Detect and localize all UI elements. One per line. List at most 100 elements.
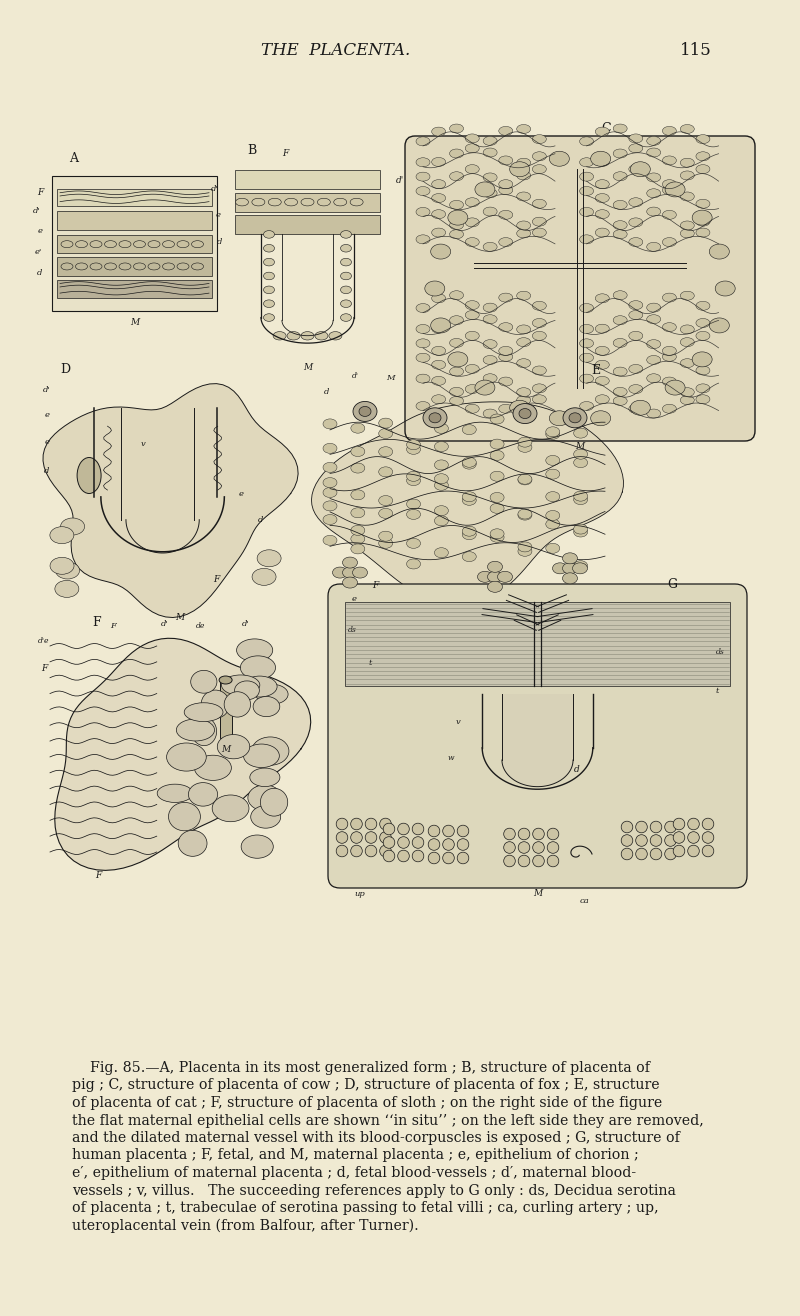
Ellipse shape [243,744,279,767]
Text: Fig. 85.—A, Placenta in its most generalized form ; B, structure of placenta of: Fig. 85.—A, Placenta in its most general… [72,1061,650,1075]
Ellipse shape [546,519,560,529]
Circle shape [383,850,394,862]
Ellipse shape [466,404,479,413]
Text: d'e: d'e [38,637,50,645]
Ellipse shape [61,241,73,247]
Ellipse shape [498,571,513,582]
Ellipse shape [432,395,446,404]
Ellipse shape [595,180,610,188]
Ellipse shape [613,338,627,347]
Ellipse shape [573,563,587,574]
Ellipse shape [546,492,560,501]
Text: t: t [368,659,372,667]
Circle shape [533,842,544,853]
Ellipse shape [629,197,643,207]
Ellipse shape [692,211,712,225]
Ellipse shape [532,318,546,328]
Ellipse shape [341,258,351,266]
Ellipse shape [432,180,446,188]
Text: d: d [258,516,263,525]
Text: v: v [456,719,461,726]
Circle shape [428,825,440,837]
Ellipse shape [301,332,314,340]
Ellipse shape [579,401,594,411]
Circle shape [428,853,440,863]
Ellipse shape [250,805,281,828]
Circle shape [380,845,391,857]
Ellipse shape [613,291,627,300]
Ellipse shape [483,355,497,365]
Ellipse shape [715,282,735,296]
Ellipse shape [696,164,710,174]
Ellipse shape [416,158,430,167]
Ellipse shape [119,263,131,270]
Ellipse shape [517,388,530,396]
Ellipse shape [329,332,342,340]
Ellipse shape [285,199,298,205]
Ellipse shape [359,407,371,416]
Text: of placenta ; t, trabeculae of serotina passing to fetal villi ; ca, curling art: of placenta ; t, trabeculae of serotina … [72,1202,658,1215]
Ellipse shape [498,353,513,362]
Circle shape [336,832,348,844]
Ellipse shape [595,158,610,166]
Circle shape [688,845,699,857]
Ellipse shape [630,400,650,416]
Circle shape [688,832,699,844]
Bar [57,280,212,297]
Ellipse shape [490,532,504,542]
Ellipse shape [351,544,365,554]
Text: d': d' [351,372,358,380]
Ellipse shape [241,834,274,858]
Ellipse shape [646,340,661,349]
Ellipse shape [532,301,546,311]
Ellipse shape [646,188,661,197]
Ellipse shape [646,242,661,251]
Ellipse shape [77,458,101,494]
Ellipse shape [487,582,502,592]
Ellipse shape [323,462,337,472]
Ellipse shape [378,446,393,457]
Ellipse shape [532,332,546,341]
Ellipse shape [490,529,504,538]
Ellipse shape [595,395,610,404]
Ellipse shape [218,734,250,759]
Ellipse shape [406,471,421,482]
Ellipse shape [546,455,560,466]
Ellipse shape [498,186,513,195]
Ellipse shape [692,351,712,367]
Text: vessels ; v, villus.   The succeeding references apply to G only : ds, Decidua s: vessels ; v, villus. The succeeding refe… [72,1183,676,1198]
Circle shape [336,819,348,830]
Ellipse shape [224,692,250,717]
Ellipse shape [177,241,189,247]
Ellipse shape [430,243,450,259]
Ellipse shape [579,158,594,167]
Text: e′, epithelium of maternal placenta ; d, fetal blood-vessels ; d′, maternal bloo: e′, epithelium of maternal placenta ; d,… [72,1166,636,1180]
Text: w: w [447,754,454,762]
Text: C: C [602,121,611,134]
Ellipse shape [662,378,676,386]
Ellipse shape [462,526,476,536]
Ellipse shape [450,387,463,396]
Ellipse shape [178,830,207,857]
Circle shape [442,825,454,837]
Ellipse shape [487,562,502,572]
Ellipse shape [416,325,430,333]
Ellipse shape [613,221,627,230]
Ellipse shape [323,478,337,488]
Ellipse shape [498,126,513,136]
Ellipse shape [434,516,448,526]
Circle shape [412,824,424,834]
Text: ds: ds [348,625,356,633]
Ellipse shape [466,384,479,393]
Ellipse shape [162,263,174,270]
Ellipse shape [546,511,560,521]
Circle shape [365,819,377,830]
Ellipse shape [665,182,685,197]
Ellipse shape [517,396,530,404]
Text: d': d' [161,620,168,628]
Ellipse shape [519,408,531,418]
Ellipse shape [105,241,117,247]
Ellipse shape [629,311,643,320]
Ellipse shape [518,546,532,557]
Ellipse shape [315,332,328,340]
